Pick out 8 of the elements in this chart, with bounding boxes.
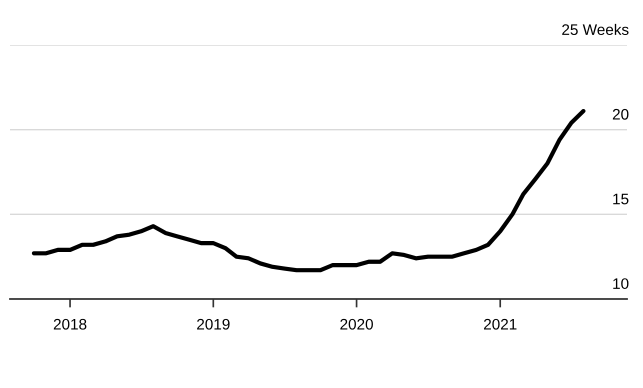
x-tick-label: 2019 — [197, 318, 230, 330]
y-tick-label: 20 — [612, 108, 628, 120]
x-tick-label: 2020 — [340, 318, 373, 330]
y-tick-label: 15 — [613, 194, 628, 204]
x-tick-label: 2018 — [54, 318, 86, 330]
y-tick-label: 25 Weeks — [562, 24, 629, 36]
x-tick-label: 2021 — [484, 318, 516, 330]
y-tick-label: 10 — [613, 278, 628, 290]
